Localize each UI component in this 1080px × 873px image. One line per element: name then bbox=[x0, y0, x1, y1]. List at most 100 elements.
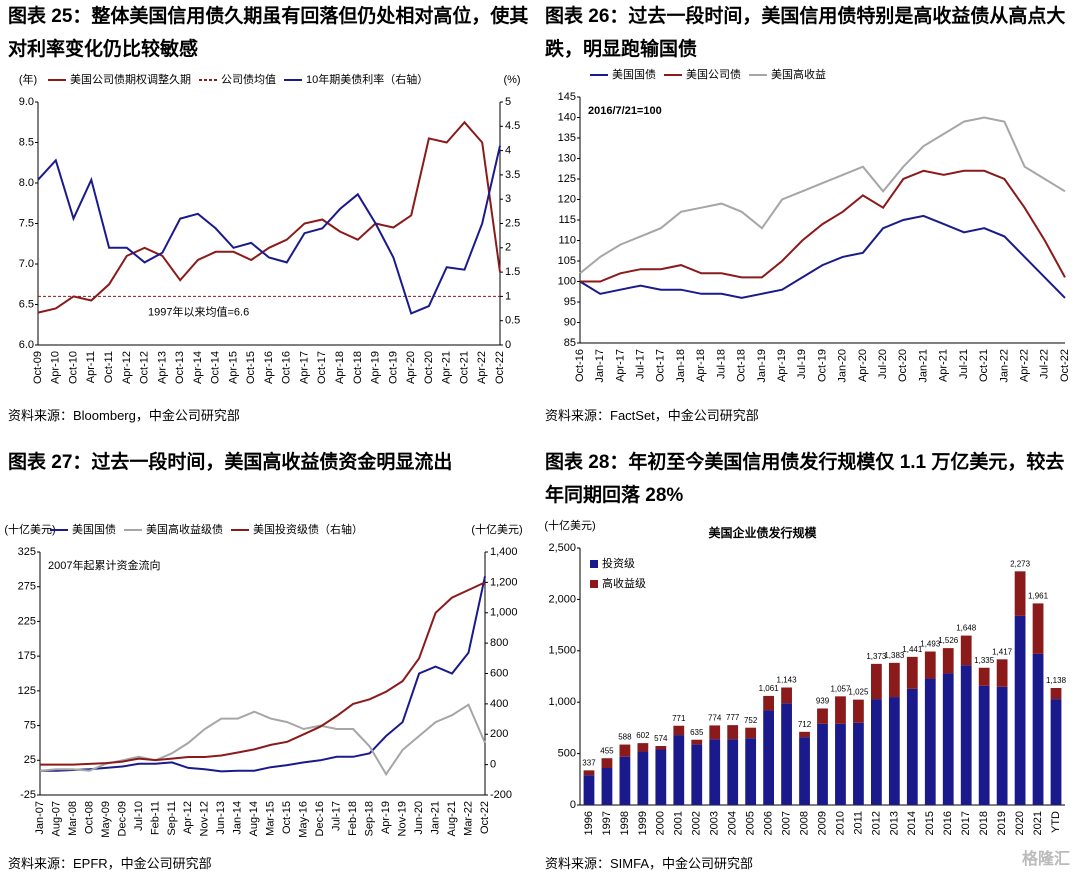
x-tick-label: Jul-20 bbox=[877, 349, 889, 379]
x-tick-label: Jan-18 bbox=[675, 349, 687, 383]
y-tick-label: 0 bbox=[570, 799, 576, 811]
bar-segment bbox=[1050, 688, 1062, 700]
x-tick-label: 1997 bbox=[601, 811, 613, 835]
y-tick-label: 175 bbox=[18, 650, 36, 662]
x-tick-label: 2020 bbox=[1014, 811, 1026, 835]
annotation: 2007年起累计资金流向 bbox=[48, 558, 160, 572]
x-tick-label: Jul-22 bbox=[1039, 349, 1051, 379]
y2-tick-label: 4.5 bbox=[505, 120, 520, 132]
x-tick-label: 2006 bbox=[763, 811, 775, 835]
bar-segment bbox=[871, 663, 882, 700]
x-tick-label: Jul-10 bbox=[133, 801, 145, 831]
x-tick-label: Apr-16 bbox=[263, 351, 275, 384]
y-tick-label: 145 bbox=[558, 91, 576, 103]
bar-segment bbox=[960, 665, 972, 805]
legend-label: 美国国债 bbox=[72, 522, 116, 536]
y-tick-label: 7.5 bbox=[19, 217, 34, 229]
total-label: 1,526 bbox=[938, 636, 959, 645]
total-label: 2,273 bbox=[1010, 559, 1031, 568]
y-tick-label: 75 bbox=[24, 719, 36, 731]
x-tick-label: Oct-17 bbox=[655, 349, 667, 382]
x-tick-label: 2001 bbox=[673, 811, 685, 835]
bar-segment bbox=[727, 739, 739, 805]
total-label: 1,493 bbox=[920, 640, 941, 649]
bar-segment bbox=[960, 635, 972, 666]
x-tick-label: Oct-15 bbox=[281, 801, 293, 834]
bar-segment bbox=[727, 725, 739, 740]
heading: 图表 26：过去一段时间，美国信用债特别是高收益债从高点大跌，明显跑输国债 bbox=[545, 6, 1066, 60]
x-tick-label: Apr-15 bbox=[227, 351, 239, 384]
y2-tick-label: 1,400 bbox=[490, 546, 518, 558]
x-tick-label: Oct-20 bbox=[897, 349, 909, 382]
x-tick-label: 1999 bbox=[637, 811, 649, 835]
total-label: 1,373 bbox=[866, 652, 887, 661]
chart: 6.0 6.5 7.0 7.5 8.0 8.5 9.0 0 0.5 1 1.5 2 2.5 3 3.5 4 4.… bbox=[19, 72, 521, 384]
bar-segment bbox=[996, 686, 1008, 805]
y-axis-label: (十亿美元) bbox=[544, 518, 595, 532]
x-tick-label: Jul-17 bbox=[331, 801, 343, 831]
x-tick-label: Apr-19 bbox=[380, 801, 392, 834]
total-label: 1,025 bbox=[848, 688, 869, 697]
line-series bbox=[40, 576, 486, 773]
bar-segment bbox=[871, 699, 882, 805]
x-tick-label: Jan-14 bbox=[232, 801, 244, 835]
x-tick-label: 2008 bbox=[798, 811, 810, 835]
source: 资料来源：Bloomberg，中金公司研究部 bbox=[8, 408, 240, 423]
annotation: 1997年以来均值=6.6 bbox=[148, 304, 249, 318]
bar-segment bbox=[906, 656, 918, 689]
x-tick-label: Oct-21 bbox=[458, 351, 470, 384]
bar-segment bbox=[817, 723, 828, 805]
legend-label: 高收益级 bbox=[602, 576, 646, 590]
legend-label: 美国国债 bbox=[612, 67, 656, 81]
y-tick-label: 2,000 bbox=[548, 593, 576, 605]
x-tick-label: Oct-10 bbox=[67, 351, 79, 384]
total-label: 777 bbox=[726, 713, 740, 722]
x-tick-label: 2021 bbox=[1032, 811, 1044, 835]
x-tick-label: Jul-19 bbox=[796, 349, 808, 379]
chart: 85 90 95 100 105 110 115 120 125 130 135 140 145 Oct-… bbox=[558, 67, 1071, 383]
x-tick-label: Jul-17 bbox=[635, 349, 647, 379]
x-tick-label: Oct-17 bbox=[316, 351, 328, 384]
legend-label: 10年期美债利率（右轴） bbox=[306, 72, 428, 86]
x-tick-label: Jan-17 bbox=[594, 349, 606, 383]
x-tick-label: YTD bbox=[1050, 811, 1062, 833]
watermark: 格隆汇 bbox=[1021, 851, 1070, 868]
bar-segment bbox=[655, 749, 667, 805]
x-tick-label: Apr-13 bbox=[156, 351, 168, 384]
y-tick-label: 90 bbox=[564, 316, 576, 328]
bar-segment bbox=[924, 678, 936, 805]
x-tick-label: Apr-22 bbox=[1018, 349, 1030, 382]
line-series bbox=[37, 120, 501, 314]
bar-segment bbox=[637, 751, 649, 805]
x-tick-label: Nov-12 bbox=[199, 801, 211, 836]
source: 资料来源：EPFR，中金公司研究部 bbox=[8, 856, 212, 871]
x-tick-label: Apr-11 bbox=[85, 351, 97, 383]
line-series bbox=[40, 581, 486, 766]
x-tick-label: Aug-07 bbox=[50, 801, 62, 836]
total-label: 1,335 bbox=[974, 656, 995, 665]
bar-segment bbox=[888, 662, 900, 698]
x-tick-label: Apr-18 bbox=[334, 351, 346, 384]
heading: 图表 28：年初至今美国信用债发行规模仅 1.1 万亿美元，较去年同期回落 28… bbox=[545, 452, 1065, 506]
y-tick-label: 120 bbox=[558, 193, 576, 205]
total-label: 455 bbox=[600, 746, 614, 755]
total-label: 939 bbox=[816, 697, 830, 706]
bar-segment bbox=[1014, 571, 1026, 616]
x-tick-label: Oct-12 bbox=[139, 351, 151, 384]
x-tick-label: Oct-19 bbox=[816, 349, 828, 382]
bar-segment bbox=[709, 725, 721, 740]
line-series bbox=[579, 214, 1066, 299]
x-tick-label: Oct-20 bbox=[423, 351, 435, 384]
y-tick-label: 6.5 bbox=[19, 298, 34, 310]
x-tick-label: Oct-21 bbox=[978, 349, 990, 382]
bar-segment bbox=[853, 722, 864, 805]
x-tick-label: 2016 bbox=[942, 811, 954, 835]
y-axis-label: (年) bbox=[19, 72, 37, 86]
bar-segment bbox=[1032, 653, 1044, 805]
y2-tick-label: 0 bbox=[490, 759, 496, 771]
y2-tick-label: 4 bbox=[505, 145, 511, 157]
x-tick-label: 2015 bbox=[924, 811, 936, 835]
x-tick-label: 1996 bbox=[583, 811, 595, 835]
x-tick-label: 2012 bbox=[870, 811, 882, 835]
y2-tick-label: 2.5 bbox=[505, 217, 520, 229]
